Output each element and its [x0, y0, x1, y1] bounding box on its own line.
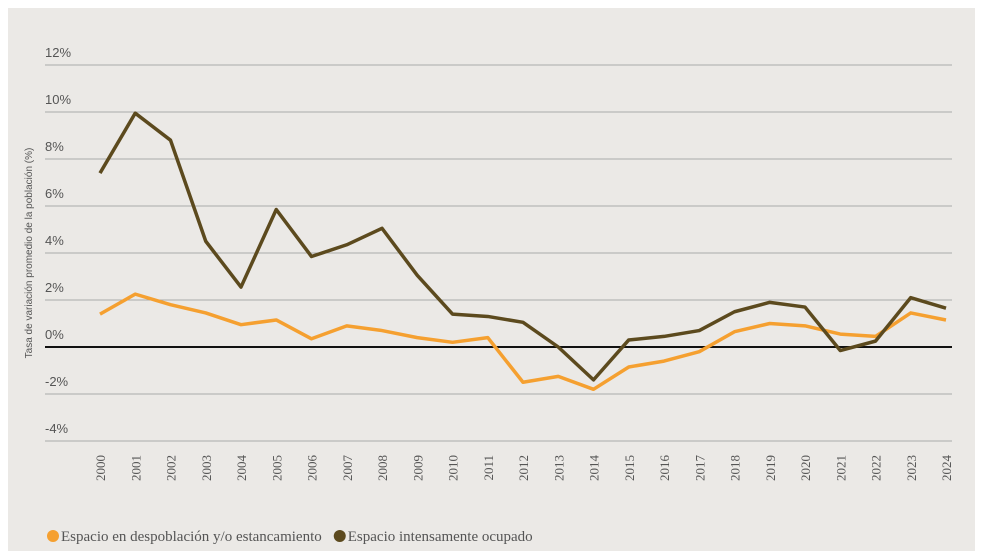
x-tick-label: 2003 [199, 455, 214, 481]
x-tick-label: 2010 [446, 455, 461, 481]
x-tick-label: 2019 [763, 455, 778, 481]
y-tick-label: 10% [45, 92, 71, 107]
x-tick-label: 2023 [904, 455, 919, 481]
y-tick-label: 2% [45, 280, 64, 295]
y-tick-label: 4% [45, 233, 64, 248]
x-tick-label: 2011 [481, 455, 496, 481]
y-tick-label: 8% [45, 139, 64, 154]
legend-marker [333, 530, 346, 542]
series-line [99, 292, 947, 392]
y-axis-title: Tasa de variación promedio de la poblaci… [24, 148, 35, 359]
x-tick-label: 2022 [869, 455, 884, 481]
x-tick-label: 2020 [798, 455, 813, 481]
y-tick-label: -4% [45, 421, 69, 436]
x-tick-label: 2015 [622, 455, 637, 481]
x-tick-label: 2006 [305, 455, 320, 482]
series-line [98, 111, 947, 382]
x-tick-label: 2001 [128, 455, 143, 481]
legend-marker [47, 530, 59, 542]
x-tick-label: 2017 [692, 455, 707, 482]
x-tick-label: 2008 [375, 455, 390, 481]
y-tick-label: 0% [45, 327, 64, 342]
legend-label: Espacio en despoblación y/o estancamient… [61, 529, 322, 545]
x-tick-label: 2021 [833, 455, 848, 481]
x-tick-label: 2012 [516, 455, 531, 481]
y-tick-label: 6% [45, 186, 64, 201]
x-tick-label: 2024 [939, 455, 954, 482]
x-tick-label: 2002 [164, 455, 179, 481]
x-tick-label: 2014 [587, 455, 602, 482]
y-tick-label: -2% [45, 374, 69, 389]
x-tick-label: 2000 [93, 455, 108, 481]
x-tick-label: 2018 [728, 455, 743, 481]
x-tick-label: 2009 [410, 455, 425, 481]
x-tick-label: 2004 [234, 455, 249, 482]
x-tick-label: 2007 [340, 455, 355, 482]
x-tick-label: 2016 [657, 455, 672, 482]
x-tick-label: 2013 [551, 455, 566, 481]
background [8, 8, 975, 551]
legend-label: Espacio intensamente ocupado [348, 529, 533, 545]
x-tick-label: 2005 [269, 455, 284, 481]
y-tick-label: 12% [45, 45, 71, 60]
